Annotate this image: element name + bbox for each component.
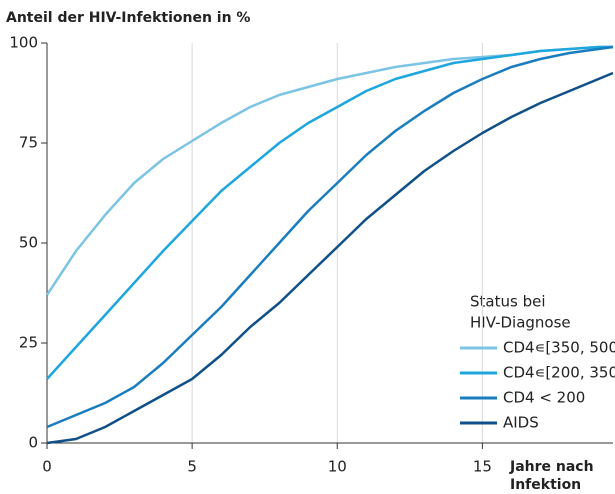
y-tick-label: 100: [9, 34, 38, 52]
legend-title: HIV-Diagnose: [470, 314, 571, 332]
x-tick-label: 15: [473, 458, 492, 476]
x-tick-label: 10: [328, 458, 347, 476]
line-series: [45, 45, 613, 296]
legend-label: CD4 < 200: [503, 389, 585, 407]
y-tick-label: 25: [19, 334, 38, 352]
line-series: [46, 71, 614, 445]
legend-label: AIDS: [503, 414, 539, 432]
chart-title: Anteil der HIV-Infektionen in %: [6, 10, 250, 26]
y-tick-label: 75: [19, 134, 38, 152]
legend-label: CD4∊[200, 350): [503, 364, 615, 382]
x-tick-label: 0: [42, 458, 52, 476]
y-tick-label: 50: [19, 234, 38, 252]
legend-label: CD4∊[350, 500): [503, 339, 615, 357]
x-axis-label: Infektion: [510, 477, 581, 493]
x-axis-label: Jahre nach: [509, 459, 594, 475]
legend-title: Status bei: [470, 293, 545, 311]
line-series: [46, 45, 613, 380]
line-series: [46, 45, 614, 429]
x-tick-label: 5: [187, 458, 197, 476]
y-tick-label: 0: [28, 434, 38, 452]
